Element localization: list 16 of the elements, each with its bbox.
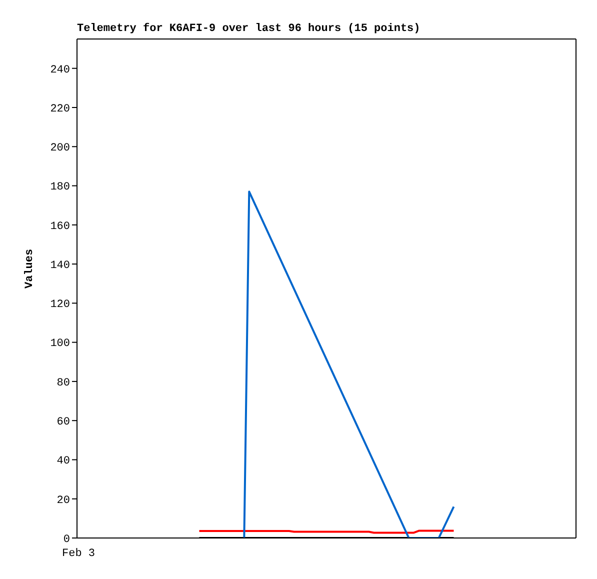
text: Feb 3 [62, 548, 96, 560]
y-tick-label: 240 [50, 64, 70, 76]
y-tick-label: 60 [56, 416, 70, 428]
y-tick-label: 200 [50, 142, 70, 155]
y-tick-label: 80 [56, 377, 70, 390]
y-tick-label: 0 [63, 534, 70, 546]
y-tick-label: 160 [50, 220, 70, 233]
y-tick-label: 120 [50, 299, 70, 312]
y-tick-label: 100 [50, 338, 70, 350]
y-tick-label: 140 [50, 260, 70, 272]
y-axis-title: Values [24, 248, 36, 288]
y-tick-label: 180 [50, 182, 70, 194]
y-tick-label: 20 [56, 494, 70, 507]
y-tick-label: 220 [50, 103, 70, 116]
y-tick-label: 40 [56, 456, 70, 468]
chart-title: Telemetry for K6AFI-9 over last 96 hours (15 points) [77, 23, 420, 35]
